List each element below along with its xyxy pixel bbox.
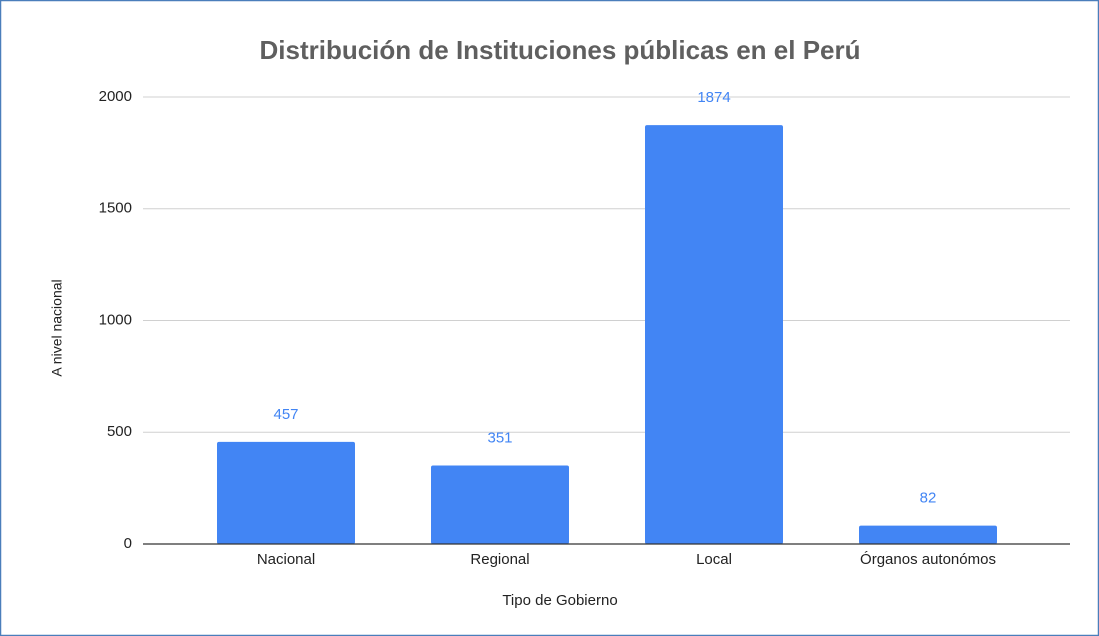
y-axis-label: A nivel nacional — [49, 279, 65, 376]
y-tick-label: 500 — [107, 423, 132, 440]
data-label: 1874 — [697, 89, 730, 106]
y-tick-label: 1500 — [99, 200, 132, 217]
bar — [859, 525, 997, 544]
x-tick-label: Local — [696, 551, 732, 568]
data-label: 457 — [273, 406, 298, 423]
x-tick-label: Órganos autonómos — [860, 551, 996, 568]
x-tick-label: Nacional — [257, 551, 315, 568]
y-tick-label: 0 — [124, 535, 132, 552]
data-label: 82 — [920, 490, 937, 507]
chart-title: Distribución de Instituciones públicas e… — [259, 35, 860, 65]
x-tick-label: Regional — [470, 551, 529, 568]
y-tick-label: 1000 — [99, 311, 132, 328]
bar — [217, 441, 355, 544]
bar — [645, 125, 783, 544]
x-axis-label: Tipo de Gobierno — [502, 592, 617, 609]
y-tick-label: 2000 — [99, 88, 132, 105]
bar — [431, 465, 569, 544]
data-label: 351 — [487, 430, 512, 447]
